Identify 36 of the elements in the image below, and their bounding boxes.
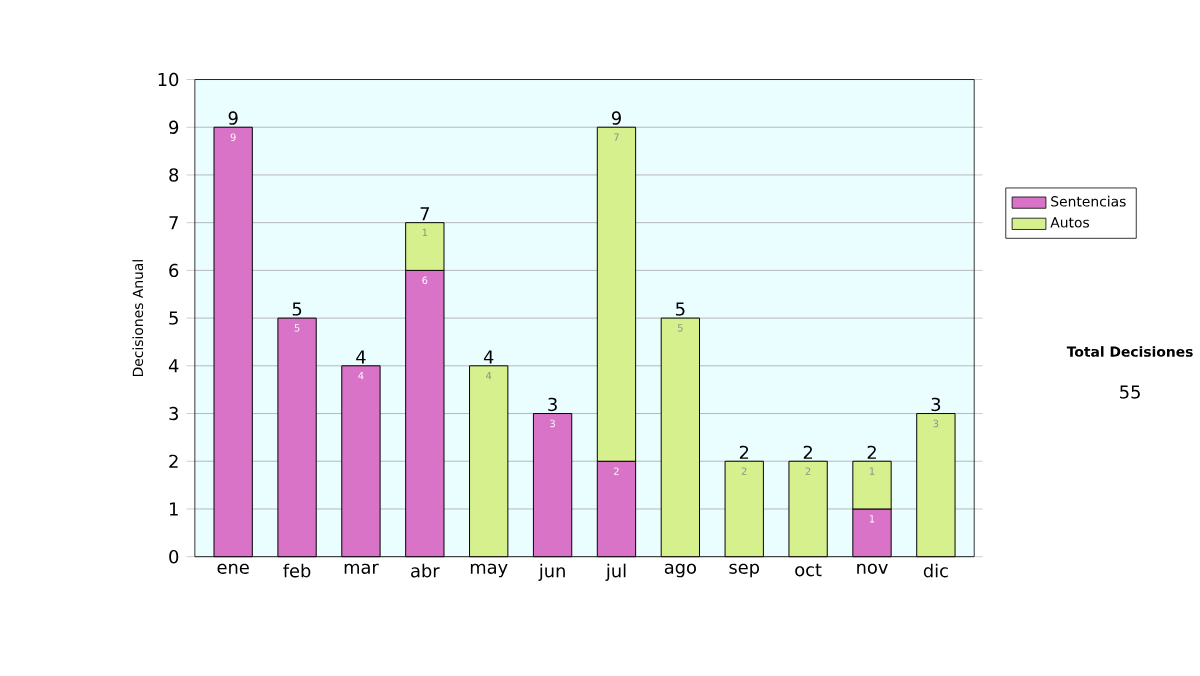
x-tick-label: feb bbox=[283, 563, 311, 578]
y-tick-label: 10 bbox=[158, 72, 179, 87]
total-label: 7 bbox=[420, 207, 429, 221]
total-label: 5 bbox=[676, 302, 685, 316]
x-tick-label: ago bbox=[664, 563, 696, 578]
x-tick-label: jun bbox=[538, 563, 565, 581]
y-tick-label: 6 bbox=[169, 263, 179, 278]
y-tick-label: 9 bbox=[169, 120, 179, 134]
x-tick-label: sep bbox=[729, 563, 760, 578]
total-label: 3 bbox=[931, 397, 941, 412]
x-tick-label: abr bbox=[411, 563, 440, 578]
y-tick-label: 0 bbox=[169, 549, 179, 564]
total-label: 3 bbox=[548, 397, 557, 412]
total-label: 2 bbox=[739, 445, 749, 459]
y-tick-label: 4 bbox=[168, 359, 179, 373]
x-tick-label: jul bbox=[605, 563, 626, 581]
total-label: 9 bbox=[228, 111, 238, 125]
total-label: 9 bbox=[611, 111, 621, 125]
text: 55 bbox=[1120, 385, 1140, 399]
total-label: 4 bbox=[483, 350, 494, 364]
x-tick-label: mar bbox=[344, 563, 379, 574]
total-label: 5 bbox=[292, 302, 302, 316]
total-label: 4 bbox=[356, 350, 366, 364]
y-tick-label: 3 bbox=[169, 406, 178, 421]
x-tick-label: may bbox=[470, 563, 508, 578]
y-tick-label: 2 bbox=[169, 454, 178, 468]
y-tick-label: 8 bbox=[169, 168, 179, 182]
y-tick-label: 5 bbox=[169, 311, 178, 325]
x-tick-label: dic bbox=[923, 563, 948, 578]
x-tick-label: oct bbox=[795, 563, 822, 577]
y-tick-label: 7 bbox=[169, 216, 178, 230]
x-tick-label: ene bbox=[217, 563, 249, 574]
total-label: 2 bbox=[803, 445, 813, 459]
total-label: 2 bbox=[867, 445, 876, 459]
x-tick-label: nov bbox=[857, 563, 888, 574]
y-tick-label: 1 bbox=[170, 502, 178, 516]
